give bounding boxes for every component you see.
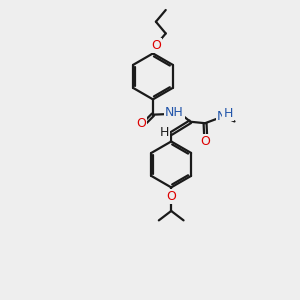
Text: H: H [160, 125, 169, 139]
Text: N: N [217, 110, 226, 123]
Text: O: O [136, 117, 146, 130]
Text: NH: NH [165, 106, 184, 119]
Text: O: O [166, 190, 176, 203]
Text: O: O [201, 135, 211, 148]
Text: O: O [151, 39, 161, 52]
Text: H: H [223, 107, 233, 120]
